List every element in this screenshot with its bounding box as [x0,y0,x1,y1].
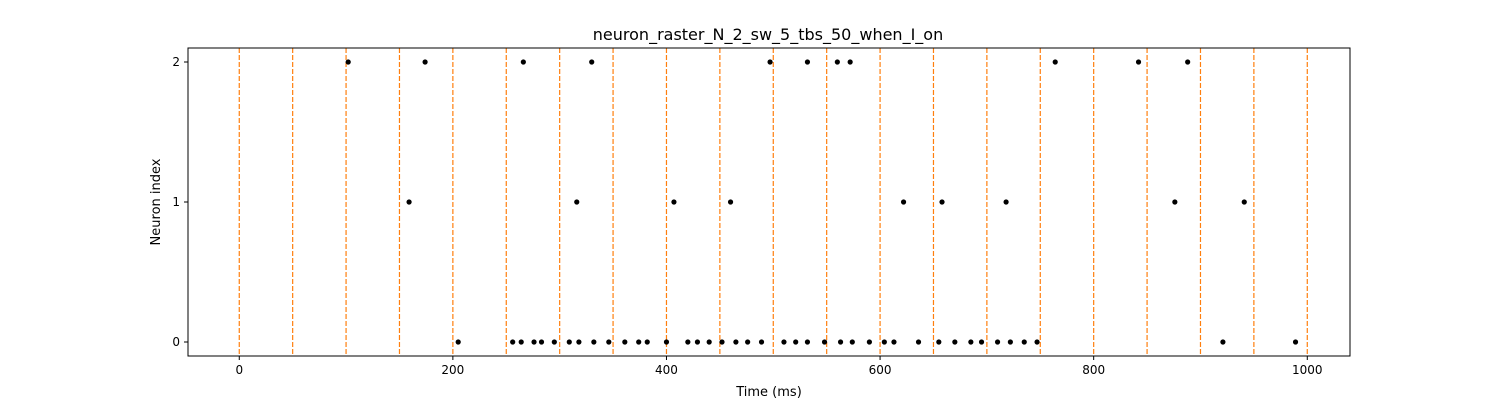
spike-point [968,339,974,345]
spike-point [518,339,524,345]
spike-point [1292,339,1299,345]
spike-point [1003,199,1009,205]
spike-point [706,339,712,345]
y-axis-ticks: 0 1 2 [172,55,188,349]
spike-point [936,339,942,345]
spike-point [576,339,582,345]
x-tick-label: 400 [655,363,678,377]
spike-point [644,339,650,345]
y-tick-label: 1 [172,195,180,209]
chart-title: neuron_raster_N_2_sw_5_tbs_50_when_I_on [593,25,943,45]
event-vlines [238,48,1308,356]
spike-point [551,339,557,345]
spike-point [781,339,787,345]
spike-point [591,339,597,345]
spike-point [1034,339,1040,345]
x-axis-label: Time (ms) [735,385,802,400]
spike-point [821,339,828,345]
spike-point [685,339,691,345]
spike-point [767,59,773,65]
spike-point [636,339,642,345]
spike-point [866,339,872,345]
y-axis-label: Neuron index [149,158,164,245]
spike-point [891,339,897,345]
spike-point [531,339,537,345]
spike-point [406,199,412,205]
spike-point [589,59,595,65]
spike-point [694,339,701,345]
spike-point [834,59,840,65]
spike-point [1241,199,1247,205]
spike-point [1052,59,1058,65]
spike-point [1007,339,1013,345]
x-tick-label: 800 [1082,363,1105,377]
spike-point [1021,339,1027,345]
x-tick-label: 0 [235,363,243,377]
spike-point [847,59,853,65]
spike-point [566,339,572,345]
y-tick-label: 2 [172,55,180,69]
spike-point [837,339,844,345]
spike-point [510,339,516,345]
spike-points [345,59,1299,345]
spike-point [422,59,428,65]
spike-point [900,199,907,205]
spike-point [915,339,922,345]
spike-point [727,199,734,205]
spike-point [1185,59,1191,65]
spike-point [606,339,612,345]
spike-point [881,339,887,345]
spike-point [1135,59,1142,65]
spike-point [520,59,526,65]
y-tick-label: 0 [172,335,180,349]
spike-point [793,339,799,345]
spike-point [804,59,811,65]
spike-point [849,339,855,345]
x-tick-label: 1000 [1292,363,1323,377]
x-axis-ticks: 0 200 400 600 800 1000 [235,356,1323,377]
x-tick-label: 600 [869,363,892,377]
spike-point [538,339,545,345]
spike-point [758,339,765,345]
spike-point [804,339,811,345]
spike-point [574,199,580,205]
spike-point [952,339,958,345]
spike-point [733,339,739,345]
spike-point [939,199,945,205]
spike-point [622,339,628,345]
spike-point [978,339,985,345]
spike-point [745,339,751,345]
spike-point [455,339,461,345]
spike-point [671,199,677,205]
spike-point [994,339,1001,345]
x-tick-label: 200 [441,363,464,377]
spike-point [1172,199,1178,205]
spike-point [1220,339,1226,345]
spike-point [719,339,725,345]
spike-point [345,59,351,65]
spike-point [663,339,670,345]
